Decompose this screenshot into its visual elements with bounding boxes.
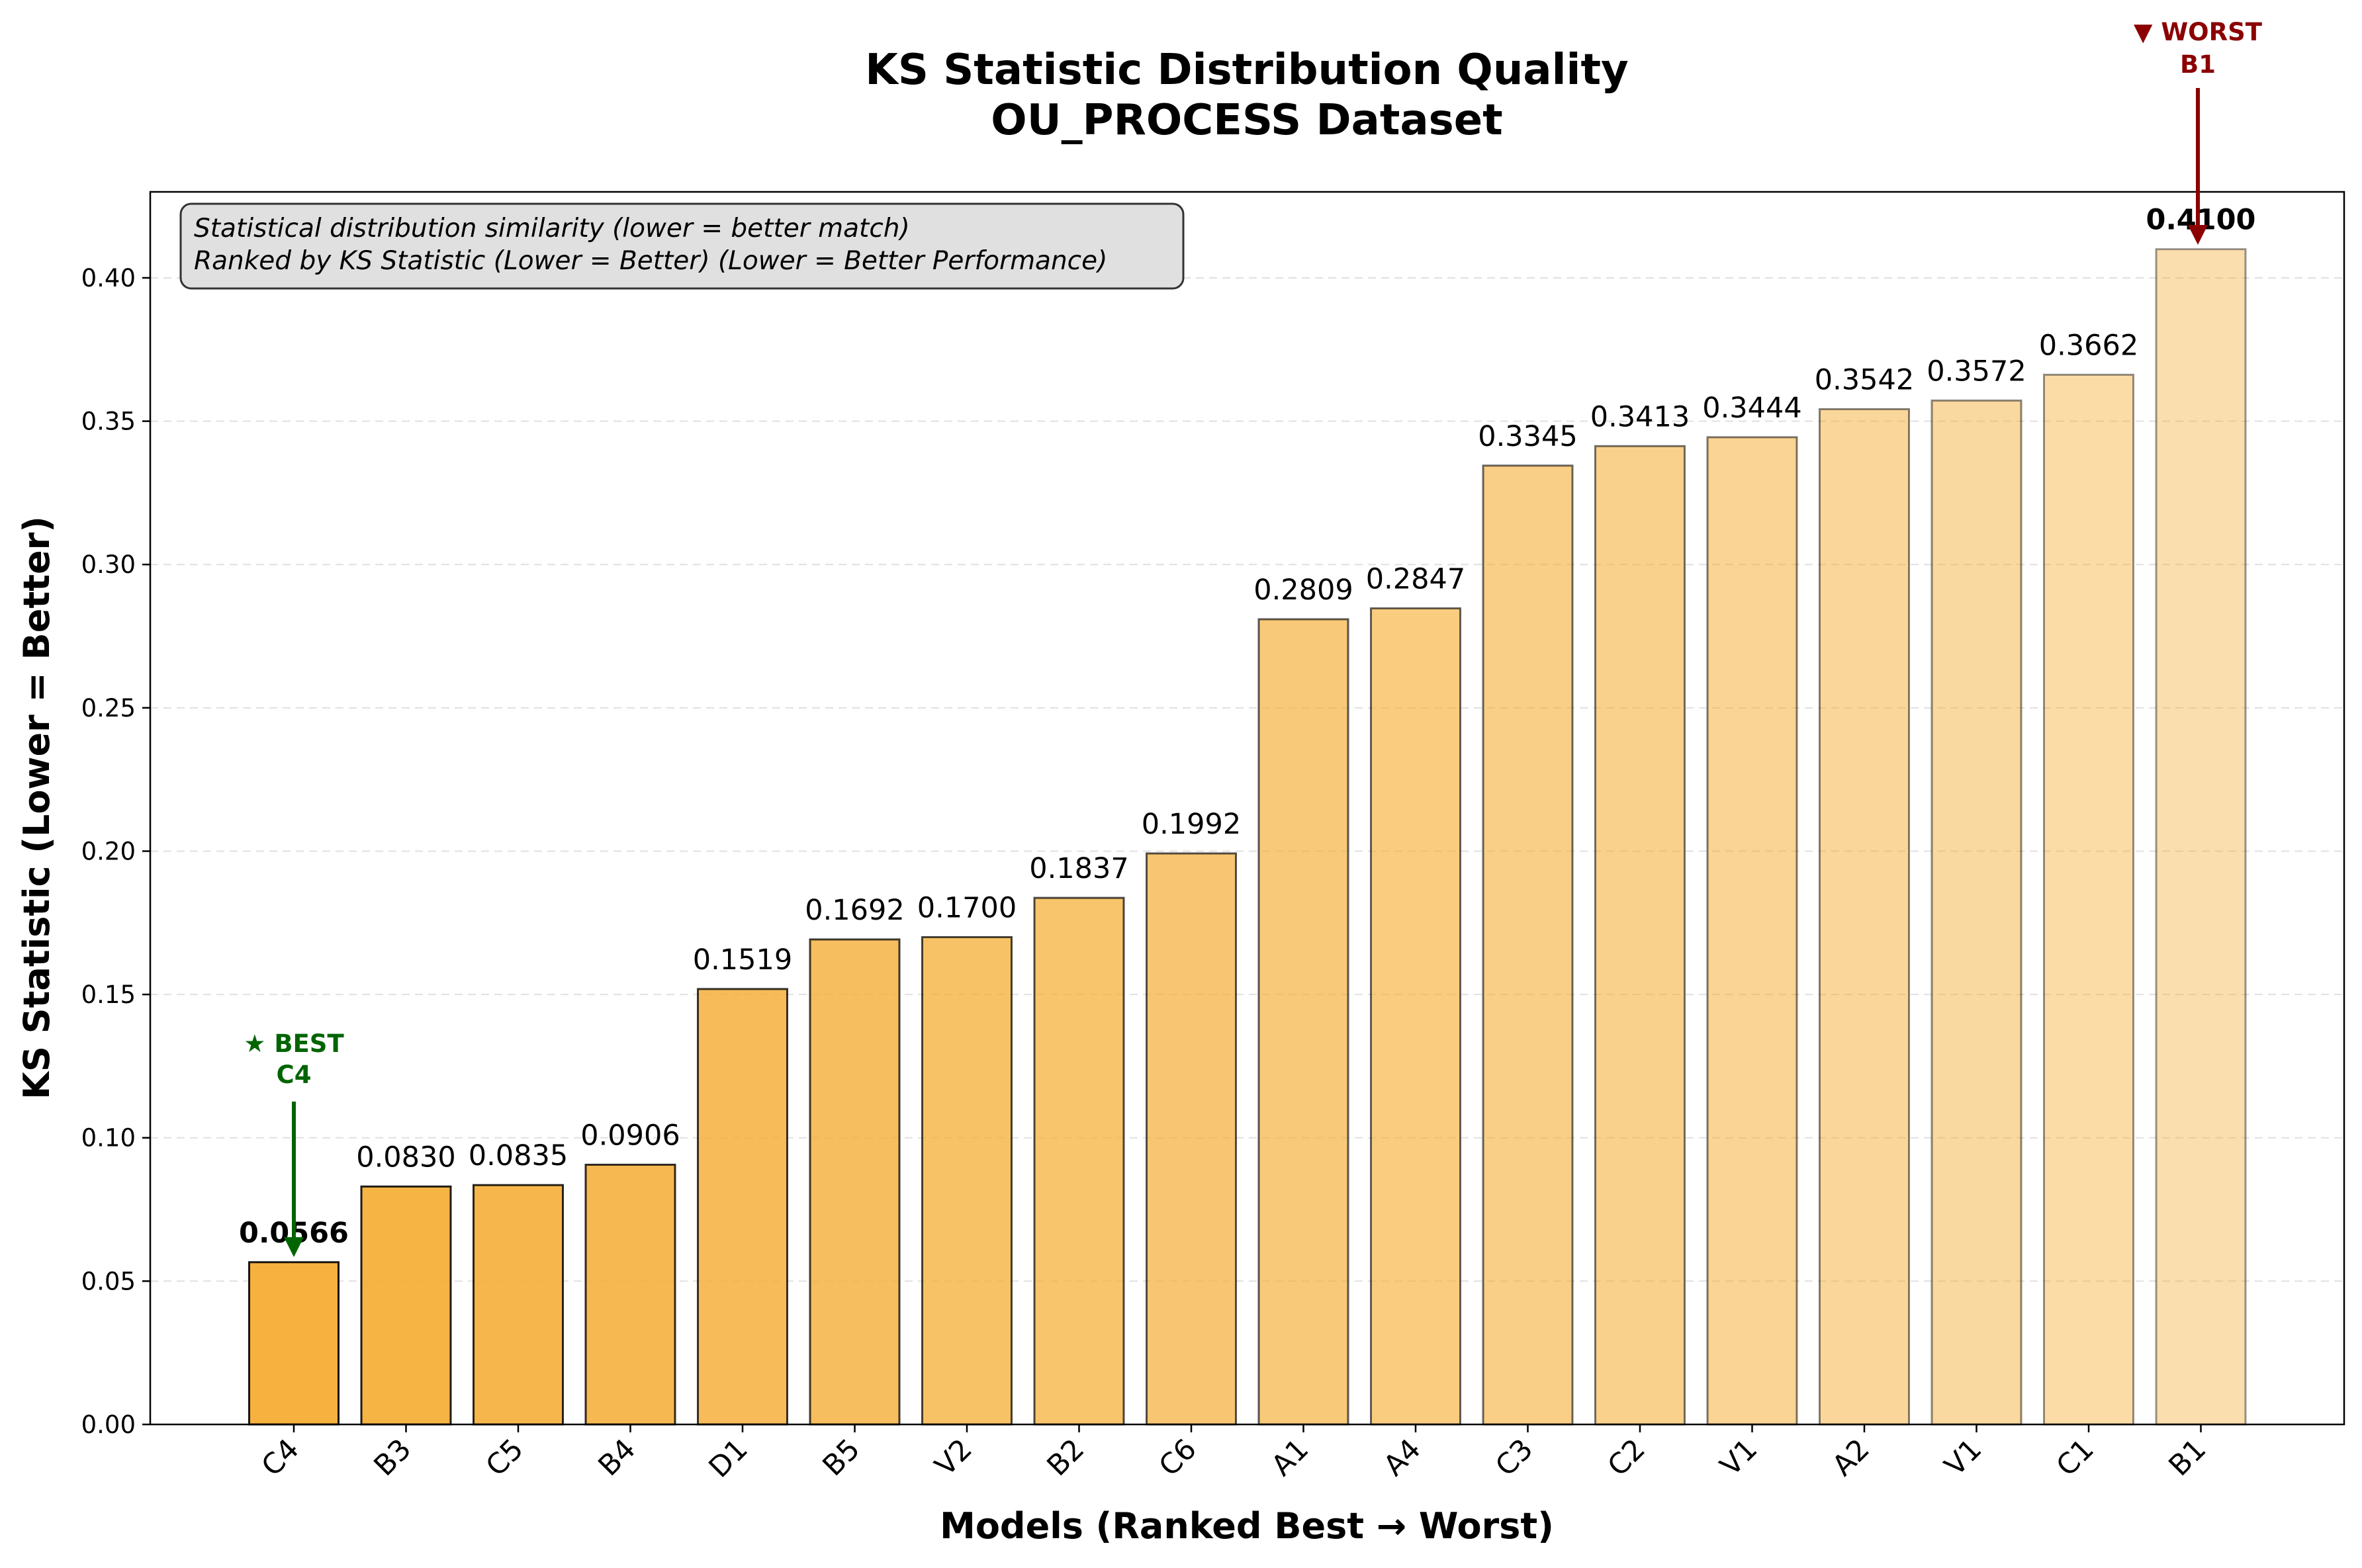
best-annotation: ★ BEST C4 (244, 1029, 344, 1257)
value-label: 0.3542 (1815, 363, 1914, 396)
x-tick-label: C3 (1489, 1432, 1539, 1483)
bar-V2 (921, 936, 1013, 1426)
y-tick-label: 0.35 (81, 408, 136, 436)
x-tick-label: V1 (1938, 1432, 1989, 1483)
y-tick-label: 0.25 (81, 694, 136, 722)
bar-C1 (2043, 373, 2134, 1426)
info-box: Statistical distribution similarity (low… (179, 202, 1185, 290)
worst-annotation-line2: B1 (2180, 50, 2216, 79)
x-tick-label: B1 (2163, 1432, 2213, 1483)
y-axis-ticks: 0.00 0.05 0.10 0.15 0.20 0.25 0.30 0.35 0.40 (81, 264, 150, 1439)
x-tick-label: B3 (368, 1432, 418, 1483)
grid-lines (150, 277, 2344, 1282)
y-tick-label: 0.05 (81, 1267, 136, 1295)
value-label: 0.1992 (1142, 808, 1241, 841)
bar-B4 (584, 1163, 676, 1426)
bar-V1 (1930, 399, 2022, 1426)
value-label: 0.0906 (580, 1119, 680, 1152)
bar-C4 (248, 1261, 340, 1426)
x-tick-label: A1 (1265, 1432, 1316, 1483)
y-tick-label: 0.15 (81, 980, 136, 1009)
bar-C6 (1146, 852, 1237, 1426)
bar-C3 (1482, 464, 1574, 1426)
bar-B5 (809, 938, 901, 1426)
value-label: 0.3662 (2039, 329, 2138, 362)
x-tick-label: V2 (929, 1432, 979, 1483)
bar-B2 (1033, 896, 1125, 1426)
bar-C2 (1594, 445, 1686, 1426)
info-box-line2: Ranked by KS Statistic (Lower = Better) … (194, 246, 1107, 276)
x-tick-label: C6 (1153, 1432, 1203, 1483)
x-tick-label: B4 (592, 1432, 643, 1483)
value-label: 0.2847 (1366, 563, 1465, 596)
bar-V1 (1706, 436, 1798, 1426)
chart-title-line2: OU_PROCESS Dataset (991, 96, 1502, 145)
plot-frame (149, 191, 2345, 1426)
value-label: 0.0835 (469, 1139, 568, 1172)
x-tick-label: C1 (2050, 1432, 2101, 1483)
bar-A2 (1819, 408, 1910, 1426)
bar-D1 (697, 988, 788, 1426)
value-label: 0.4100 (2146, 204, 2256, 237)
bars (248, 248, 2247, 1426)
y-tick-label: 0.30 (81, 550, 136, 579)
value-label: 0.1519 (693, 943, 792, 977)
y-axis-label: KS Statistic (Lower = Better) (16, 516, 58, 1100)
value-label: 0.0830 (356, 1141, 455, 1174)
chart-title-line1: KS Statistic Distribution Quality (865, 46, 1629, 95)
value-label: 0.3413 (1590, 400, 1690, 433)
value-label: 0.3444 (1702, 392, 1801, 425)
worst-annotation-line1: ▼ WORST (2134, 18, 2263, 46)
y-tick-label: 0.40 (81, 264, 136, 292)
x-tick-label: V1 (1714, 1432, 1764, 1483)
y-tick-label: 0.20 (81, 837, 136, 865)
bar-A1 (1257, 618, 1349, 1426)
x-tick-label: C4 (255, 1432, 306, 1483)
bar-A4 (1370, 607, 1461, 1426)
value-label: 0.1837 (1029, 852, 1128, 885)
worst-annotation: ▼ WORST B1 (2134, 18, 2263, 245)
x-tick-label: A4 (1377, 1432, 1428, 1483)
y-tick-label: 0.00 (81, 1411, 136, 1439)
info-box-line1: Statistical distribution similarity (low… (194, 214, 910, 243)
value-label: 0.2809 (1253, 574, 1353, 607)
x-tick-label: A2 (1826, 1432, 1876, 1483)
x-axis-label: Models (Ranked Best → Worst) (940, 1505, 1554, 1547)
bar-B3 (360, 1185, 452, 1426)
bar-B1 (2155, 248, 2247, 1426)
x-tick-label: B2 (1041, 1432, 1091, 1483)
x-tick-label: C2 (1602, 1432, 1652, 1483)
value-label: 0.3345 (1478, 420, 1577, 453)
value-label: 0.1692 (805, 894, 904, 927)
x-tick-label: D1 (703, 1432, 754, 1484)
best-annotation-line2: C4 (277, 1061, 312, 1089)
x-tick-label: C5 (480, 1432, 530, 1483)
x-tick-label: B5 (817, 1432, 867, 1483)
y-tick-label: 0.10 (81, 1124, 136, 1153)
value-label: 0.3572 (1927, 355, 2026, 388)
value-label: 0.1700 (917, 891, 1017, 924)
best-annotation-line1: ★ BEST (244, 1029, 344, 1058)
bar-C5 (473, 1184, 564, 1426)
x-axis-ticks: C4 B3 C5 B4 D1 B5 V2 B2 C6 A1 A4 C3 C2 V1 A2 V1 C1 B1 (255, 1424, 2212, 1485)
